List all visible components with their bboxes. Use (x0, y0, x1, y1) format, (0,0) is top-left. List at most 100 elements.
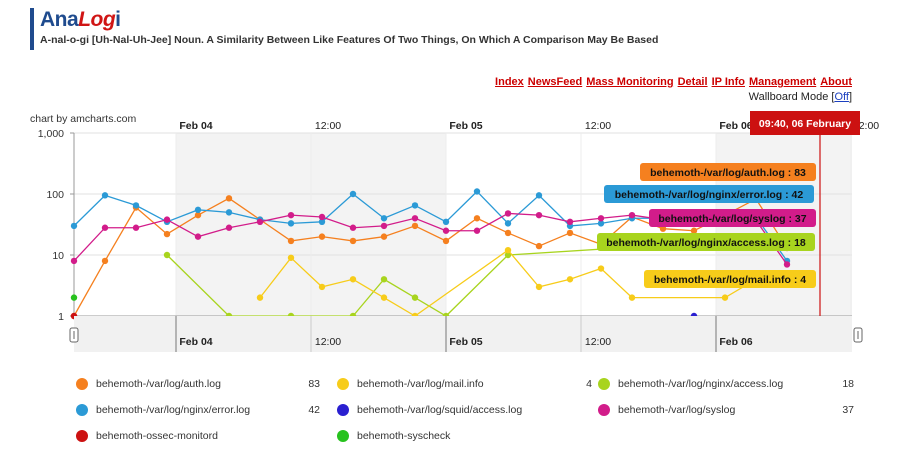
tooltip-box (604, 185, 814, 203)
data-point (535, 211, 543, 219)
data-point (349, 190, 357, 198)
data-point (535, 242, 543, 250)
legend-item[interactable]: behemoth-/var/log/auth.log 83 (76, 377, 326, 391)
data-point (690, 227, 698, 234)
legend-value: 42 (308, 404, 320, 416)
data-point (473, 227, 481, 234)
data-point (721, 294, 729, 301)
data-point (194, 206, 202, 214)
data-point (287, 211, 295, 219)
logo-part-3: i (115, 8, 121, 31)
data-point (535, 283, 543, 291)
data-point (318, 233, 326, 240)
data-point (380, 215, 388, 222)
data-point (597, 215, 605, 222)
nav-link-ip-info[interactable]: IP Info (711, 76, 745, 88)
legend-label: behemoth-/var/log/auth.log (96, 378, 221, 390)
legend-value: 37 (842, 404, 854, 416)
data-point (380, 222, 388, 230)
data-point (380, 276, 388, 283)
tooltip-box (640, 163, 816, 181)
legend-value: 18 (842, 378, 854, 390)
wallboard-toggle[interactable]: Off (834, 91, 849, 103)
legend-item[interactable]: behemoth-/var/log/mail.info 4 (337, 377, 598, 391)
data-point (380, 233, 388, 240)
x-tick-label-top: Feb 06 (719, 120, 752, 132)
legend-item[interactable]: behemoth-/var/log/syslog 37 (598, 403, 860, 417)
legend-marker (76, 378, 88, 390)
data-point (597, 220, 605, 227)
data-point (442, 237, 450, 245)
legend-item[interactable]: behemoth-/var/log/squid/access.log (337, 403, 598, 417)
data-point (163, 251, 171, 259)
tooltip-text: behemoth-/var/log/auth.log : 83 (650, 167, 806, 179)
data-point (225, 195, 233, 202)
x-tick-label-bottom: Feb 05 (449, 336, 482, 348)
data-point (442, 227, 450, 234)
tooltip-text: behemoth-/var/log/mail.info : 4 (654, 274, 806, 286)
main-nav: Index NewsFeed Mass Monitoring Detail IP Inf… (491, 76, 852, 88)
x-tick-label-bottom: Feb 06 (719, 336, 752, 348)
data-point (504, 229, 512, 237)
y-tick-label: 1,000 (38, 128, 64, 140)
legend-marker (76, 404, 88, 416)
data-point (349, 237, 357, 245)
legend-label: behemoth-syscheck (357, 430, 451, 442)
data-point (473, 188, 481, 195)
data-point (163, 230, 171, 238)
legend-item[interactable]: behemoth-/var/log/nginx/error.log 42 (76, 403, 326, 417)
legend-marker (337, 404, 349, 416)
data-point (101, 192, 109, 199)
series (70, 294, 78, 301)
legend-marker (337, 430, 349, 442)
data-point (318, 283, 326, 291)
legend-item[interactable]: behemoth-ossec-monitord (76, 429, 326, 443)
data-point (597, 265, 605, 272)
legend-value: 83 (308, 378, 320, 390)
tooltip-box (644, 270, 816, 288)
data-point (442, 218, 450, 226)
x-tick-label-top: 12:00 (315, 120, 341, 132)
nav-link-mass-monitoring[interactable]: Mass Monitoring (586, 76, 674, 88)
x-tick-label-top: Feb 05 (449, 120, 482, 132)
app-tagline: A-nal-o-gi [Uh-Nal-Uh-Jee] Noun. A Simil… (40, 34, 659, 46)
app-logo[interactable]: AnaLogi (40, 8, 658, 32)
data-point (783, 261, 791, 268)
nav-link-newsfeed[interactable]: NewsFeed (527, 76, 583, 88)
app-header: AnaLogi A-nal-o-gi [Uh-Nal-Uh-Jee] Noun.… (30, 8, 658, 50)
data-point (225, 224, 233, 231)
legend-label: behemoth-ossec-monitord (96, 430, 218, 442)
chart-credit[interactable]: chart by amcharts.com (30, 113, 137, 125)
data-point (411, 294, 419, 301)
legend-item[interactable]: behemoth-/var/log/nginx/access.log 18 (598, 377, 860, 391)
x-tick-label-bottom: 12:00 (585, 336, 611, 348)
legend-label: behemoth-/var/log/nginx/access.log (618, 378, 784, 390)
data-point (504, 210, 512, 217)
tooltip-text: behemoth-/var/log/syslog : 37 (658, 213, 806, 225)
data-point (349, 224, 357, 231)
data-point (318, 213, 326, 221)
tooltip-text: behemoth-/var/log/nginx/error.log : 42 (615, 189, 804, 201)
tooltip-box (649, 209, 816, 227)
nav-link-management[interactable]: Management (748, 76, 817, 88)
wallboard-label: Wallboard Mode (748, 91, 829, 103)
data-point (163, 216, 171, 223)
wallboard-mode: Wallboard Mode [Off] (748, 91, 852, 103)
data-point (349, 276, 357, 283)
nav-link-about[interactable]: About (820, 76, 852, 88)
data-point (535, 192, 543, 199)
data-point (504, 246, 512, 254)
data-point (132, 202, 140, 209)
legend-label: behemoth-/var/log/nginx/error.log (96, 404, 251, 416)
y-tick-label: 100 (46, 189, 64, 201)
nav-link-index[interactable]: Index (495, 76, 524, 88)
legend-item[interactable]: behemoth-syscheck (337, 429, 598, 443)
nav-link-detail[interactable]: Detail (677, 76, 708, 88)
data-point (473, 215, 481, 222)
tooltip-box (597, 233, 815, 251)
series-line (73, 197, 788, 317)
data-point (287, 220, 295, 227)
data-point (287, 254, 295, 261)
data-point (70, 294, 78, 301)
